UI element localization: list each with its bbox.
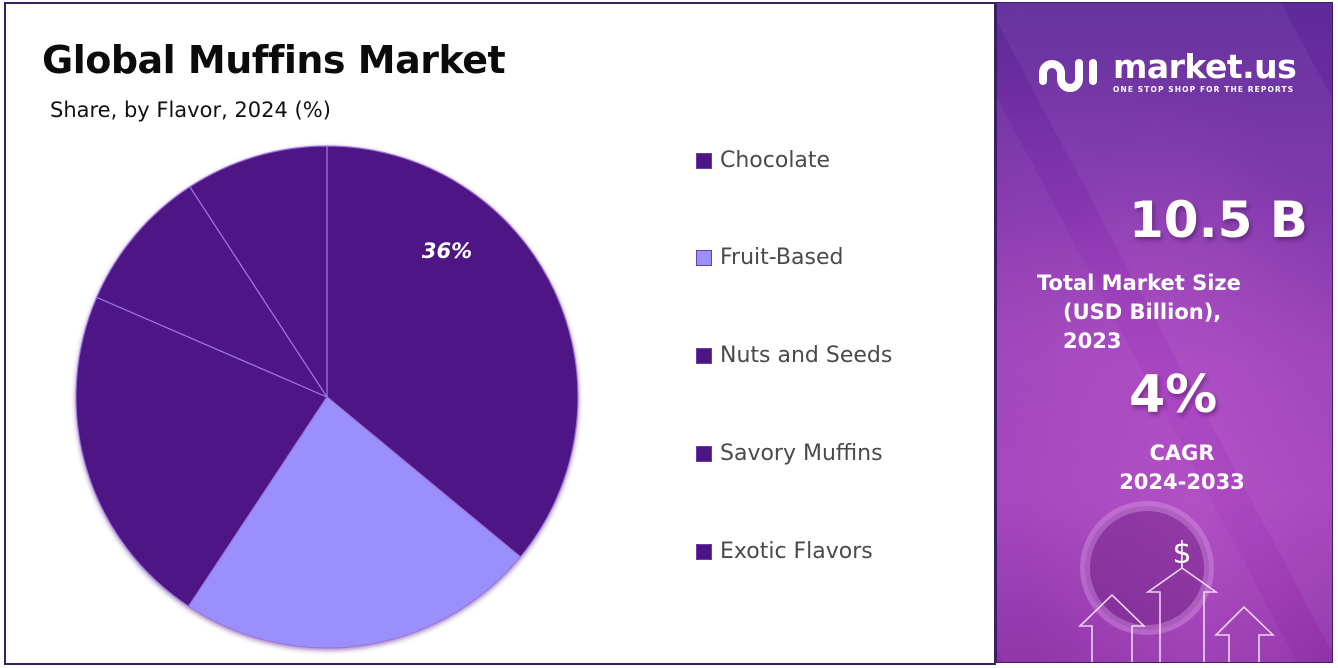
legend-item-exotic-flavors: Exotic Flavors <box>696 539 873 564</box>
market-us-logo-icon <box>1039 58 1097 92</box>
cagr-label-line2: 2024-2033 <box>1119 470 1245 494</box>
pie-chart-svg: 36% <box>75 145 579 649</box>
legend-item-nuts-and-seeds: Nuts and Seeds <box>696 343 892 368</box>
legend-swatch-icon <box>696 543 712 560</box>
pie-slice-savory-muffins <box>95 185 329 399</box>
market-size-label: Total Market Size (USD Billion), 2023 <box>1037 269 1257 356</box>
arrow-up-icon <box>1214 605 1275 662</box>
arrow-up-icon <box>1145 567 1219 662</box>
legend-item-fruit-based: Fruit-Based <box>696 245 843 270</box>
pie-slice-nuts-and-seeds <box>75 296 328 608</box>
brand-tagline: ONE STOP SHOP FOR THE REPORTS <box>1113 85 1295 94</box>
legend-label: Nuts and Seeds <box>720 343 893 368</box>
legend-swatch-icon <box>696 152 712 169</box>
market-size-label-line2: (USD Billion), 2023 <box>1063 300 1222 353</box>
cagr-label: CAGR 2024-2033 <box>1107 439 1257 497</box>
legend-swatch-icon <box>696 347 712 364</box>
legend-swatch-icon <box>696 445 712 462</box>
market-size-label-line1: Total Market Size <box>1037 271 1241 295</box>
legend-item-chocolate: Chocolate <box>696 148 830 173</box>
chart-title: Global Muffins Market <box>42 38 506 82</box>
legend-item-savory-muffins: Savory Muffins <box>696 441 883 466</box>
legend-label: Savory Muffins <box>720 441 883 466</box>
brand-logo: market.us ONE STOP SHOP FOR THE REPORTS <box>1037 47 1297 94</box>
pie-slice-fruit-based <box>187 396 522 649</box>
slice-data-label: 36% <box>422 239 472 263</box>
legend-swatch-icon <box>696 249 712 266</box>
brand-name: market.us <box>1113 47 1297 86</box>
stats-panel: $ market.us ONE STOP SHOP FOR THE REPORT… <box>996 2 1333 663</box>
chart-panel: Global Muffins Market Share, by Flavor, … <box>4 2 996 665</box>
legend-label: Chocolate <box>720 148 831 173</box>
pie-slice-exotic-flavors <box>189 145 328 400</box>
legend-label: Exotic Flavors <box>720 539 873 564</box>
cagr-value: 4% <box>1129 365 1218 425</box>
chart-subtitle: Share, by Flavor, 2024 (%) <box>50 98 331 122</box>
pie-slice-chocolate <box>326 145 579 558</box>
dollar-sign-icon: $ <box>1172 536 1191 571</box>
pie-chart: 36% <box>6 4 994 663</box>
legend-label: Fruit-Based <box>720 245 844 270</box>
arrow-up-icon <box>1078 593 1146 662</box>
cagr-label-line1: CAGR <box>1149 441 1215 465</box>
market-size-value: 10.5 B <box>1129 191 1308 249</box>
growth-arrows-illustration: $ <box>1078 501 1275 662</box>
